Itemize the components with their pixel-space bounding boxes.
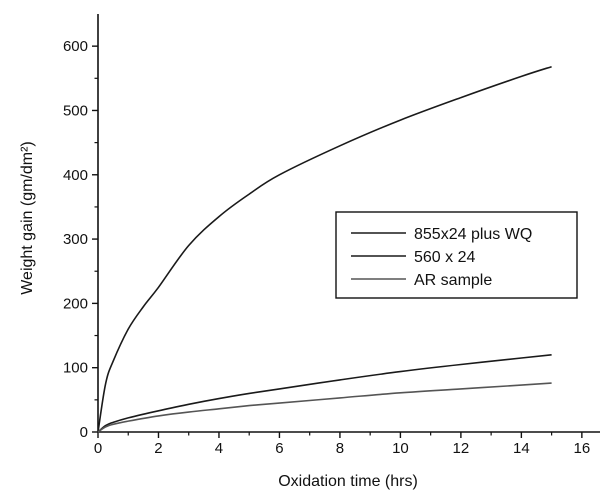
y-tick-label: 400	[63, 167, 88, 184]
series-line-ar-sample	[97, 382, 552, 433]
legend-label: AR sample	[414, 272, 492, 289]
axes: 0 2 4 6 8 10 12 14 16 0 100 200 300 400 500 600	[63, 14, 600, 457]
y-tick-label: 300	[63, 231, 88, 248]
x-axis-title: Oxidation time (hrs)	[278, 473, 418, 490]
x-tick-label: 16	[574, 440, 591, 457]
y-tick-label: 0	[80, 424, 88, 441]
y-tick-label: 600	[63, 38, 88, 55]
x-tick-label: 12	[453, 440, 470, 457]
legend-box	[335, 211, 578, 299]
y-tick-label: 200	[63, 295, 88, 312]
x-tick-label: 4	[215, 440, 223, 457]
x-tick-label: 0	[94, 440, 102, 457]
y-tick-label: 100	[63, 360, 88, 377]
plot-area	[97, 65, 552, 433]
series-line-560x24	[97, 354, 552, 433]
legend: 855x24 plus WQ 560 x 24 AR sample	[335, 211, 578, 299]
x-tick-label: 14	[513, 440, 530, 457]
y-tick-label: 500	[63, 102, 88, 119]
x-tick-label: 10	[392, 440, 409, 457]
x-tick-label: 2	[154, 440, 162, 457]
y-axis-title: Weight gain (gm/dm²)	[19, 141, 36, 295]
x-tick-label: 6	[275, 440, 283, 457]
legend-label: 560 x 24	[414, 249, 475, 266]
x-tick-label: 8	[336, 440, 344, 457]
series-line-855x24-plus-wq	[97, 65, 552, 433]
legend-label: 855x24 plus WQ	[414, 226, 532, 243]
